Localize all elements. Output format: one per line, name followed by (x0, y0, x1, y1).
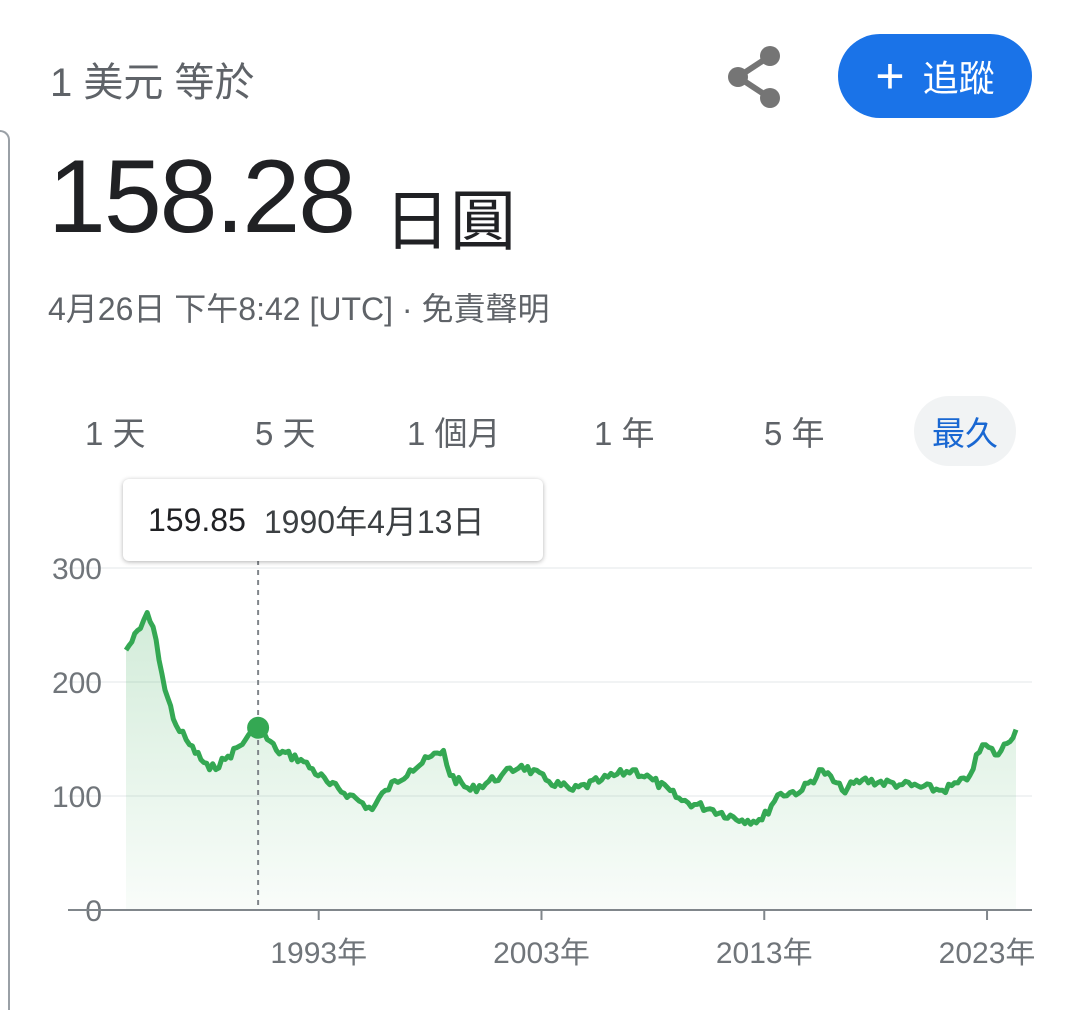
tab-1-month[interactable]: 1 個月 (407, 415, 501, 452)
y-tick-label: 200 (52, 667, 102, 700)
price-chart[interactable]: 0 100 200 300 1993年 2003年 2013年 2023年 (0, 540, 1080, 999)
conversion-subtitle: 1 美元 等於 (50, 61, 255, 105)
chart-tooltip: 159.85 1990年4月13日 (123, 479, 543, 561)
timestamp-disclaimer[interactable]: 4月26日 下午8:42 [UTC] · 免責聲明 (48, 291, 550, 327)
tooltip-value: 159.85 (148, 501, 246, 538)
area-fill (126, 612, 1016, 910)
follow-button[interactable]: + 追蹤 (838, 34, 1032, 118)
share-icon[interactable] (724, 44, 786, 110)
tooltip-date: 1990年4月13日 (263, 504, 485, 540)
follow-label: 追蹤 (922, 58, 995, 99)
tab-5-days[interactable]: 5 天 (255, 415, 316, 452)
x-tick-label: 2003年 (493, 937, 590, 970)
tab-max[interactable]: 最久 (914, 396, 1016, 466)
series-line (123, 610, 1019, 827)
tab-1-day[interactable]: 1 天 (85, 415, 146, 452)
y-tick-label: 100 (52, 781, 102, 814)
y-tick-label: 0 (85, 895, 102, 928)
plus-icon: + (875, 48, 905, 104)
y-tick-label: 300 (52, 553, 102, 586)
card-border (0, 130, 10, 1010)
highlight-point (247, 716, 270, 739)
x-tick-label: 2023年 (939, 937, 1036, 970)
x-tick-label: 1993年 (270, 937, 367, 970)
tab-1-year[interactable]: 1 年 (594, 415, 655, 452)
tab-5-years[interactable]: 5 年 (764, 415, 825, 452)
x-tick-label: 2013年 (716, 937, 813, 970)
currency-label: 日圓 (384, 184, 516, 258)
exchange-rate-value: 158.28 (48, 139, 356, 255)
